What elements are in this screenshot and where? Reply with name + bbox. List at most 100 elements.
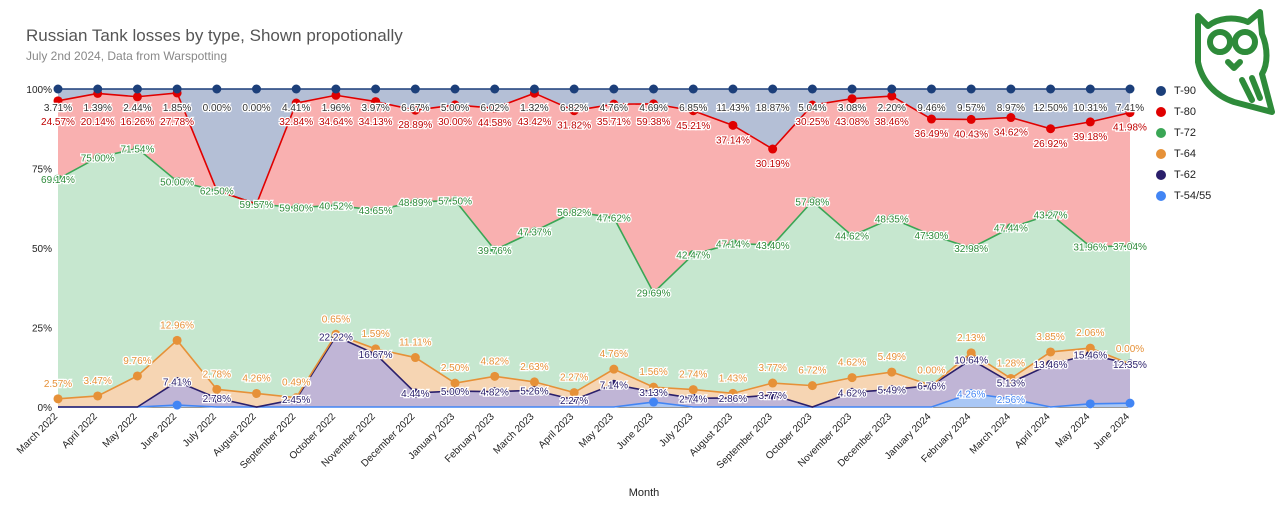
data-point	[331, 329, 341, 339]
data-point	[688, 250, 698, 260]
data-point	[926, 114, 936, 124]
data-label: 2.13%	[957, 333, 985, 344]
data-point	[172, 335, 182, 345]
series-line	[58, 335, 1131, 408]
chart-subtitle: July 2nd 2024, Data from Warspotting	[26, 49, 227, 63]
data-point	[887, 385, 897, 395]
data-point	[966, 355, 976, 365]
data-point	[649, 382, 659, 392]
data-label: 2.56%	[997, 395, 1025, 406]
data-point	[291, 393, 301, 403]
legend-label: T-54/55	[1174, 189, 1212, 202]
data-point	[768, 144, 778, 154]
data-point	[649, 84, 659, 94]
data-point	[172, 377, 182, 387]
legend-swatch	[1156, 106, 1166, 117]
data-label: 22.22%	[319, 332, 353, 343]
data-label: 2.27%	[560, 373, 588, 384]
data-point	[1125, 398, 1135, 408]
data-point	[371, 344, 381, 354]
x-tick-label: June 2022	[138, 411, 179, 452]
data-point	[371, 97, 381, 107]
data-label: 6.72%	[798, 366, 826, 377]
data-label: 2.74%	[679, 370, 707, 381]
series-line	[57, 92, 1131, 206]
data-label: 47.37%	[517, 227, 551, 238]
data-point	[490, 84, 500, 94]
data-label: 3.08%	[838, 103, 866, 114]
data-point	[649, 288, 659, 298]
data-label: 18.87%	[756, 103, 790, 114]
data-label: 43.42%	[517, 117, 551, 128]
data-point	[410, 197, 420, 207]
data-label: 3.85%	[1036, 332, 1064, 343]
data-point	[569, 84, 579, 94]
data-point	[252, 84, 262, 94]
data-label: 43.40%	[756, 241, 790, 252]
data-label: 2.20%	[878, 103, 906, 114]
data-point	[807, 381, 817, 391]
data-label: 2.63%	[520, 362, 548, 373]
data-point	[1085, 117, 1095, 127]
data-label: 28.89%	[398, 120, 432, 131]
data-label: 43.27%	[1034, 210, 1068, 221]
data-label: 44.62%	[835, 232, 869, 243]
data-label: 3.97%	[361, 103, 389, 114]
data-point	[93, 152, 103, 162]
data-label: 31.96%	[1073, 242, 1107, 253]
data-point	[529, 377, 539, 387]
data-point	[410, 388, 420, 398]
data-label: 29.69%	[637, 289, 671, 300]
data-label: 4.26%	[242, 373, 270, 384]
data-label: 5.00%	[441, 387, 469, 398]
data-label: 2.57%	[44, 379, 72, 390]
data-point	[768, 390, 778, 400]
data-point	[1046, 359, 1056, 369]
data-label: 13.46%	[1034, 360, 1068, 371]
data-label: 24.57%	[41, 117, 75, 128]
data-label: 32.98%	[954, 244, 988, 255]
data-label: 0.49%	[282, 378, 310, 389]
data-label: 3.77%	[758, 391, 786, 402]
data-point	[569, 106, 579, 116]
data-label: 59.38%	[637, 117, 671, 128]
series-line	[58, 392, 1131, 408]
data-label: 2.06%	[1076, 328, 1104, 339]
data-point	[291, 98, 301, 108]
data-point	[847, 231, 857, 241]
data-point	[252, 388, 262, 398]
legend-swatch	[1156, 148, 1166, 159]
data-point	[212, 84, 222, 94]
data-label: 59.80%	[279, 203, 313, 214]
x-tick-label: July 2023	[657, 411, 695, 449]
data-label: 2.86%	[719, 394, 747, 405]
data-point	[609, 364, 619, 374]
legend-label: T-64	[1174, 147, 1197, 160]
data-point	[728, 238, 738, 248]
chart-title: Russian Tank losses by type, Shown propo…	[26, 26, 403, 45]
data-point	[847, 387, 857, 397]
x-tick-label: May 2022	[101, 411, 140, 450]
data-point	[291, 84, 301, 94]
data-point	[768, 240, 778, 250]
data-label: 47.62%	[597, 214, 631, 225]
data-label: 4.62%	[838, 388, 866, 399]
data-label: 47.14%	[716, 239, 750, 250]
data-point	[887, 84, 897, 94]
series-t-54-55	[58, 388, 1135, 410]
data-label: 3.47%	[84, 376, 112, 387]
data-point	[966, 243, 976, 253]
data-label: 0.00%	[1116, 344, 1144, 355]
data-point	[569, 207, 579, 217]
data-label: 0.65%	[322, 314, 350, 325]
data-point	[132, 92, 142, 102]
data-point	[649, 99, 659, 109]
data-point	[609, 99, 619, 109]
owl-logo-icon	[1190, 4, 1276, 121]
legend-swatch	[1156, 127, 1166, 138]
data-label: 9.46%	[917, 103, 945, 114]
data-point	[847, 84, 857, 94]
data-point	[172, 84, 182, 94]
data-point	[93, 84, 103, 94]
data-label: 3.71%	[44, 103, 72, 114]
